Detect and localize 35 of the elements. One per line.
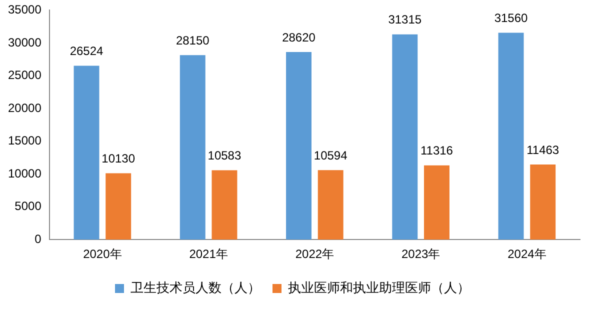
data-label: 31315 (388, 12, 422, 27)
bar (212, 170, 238, 240)
y-tick-label: 5000 (14, 199, 42, 214)
bar (286, 52, 312, 240)
data-label: 28620 (282, 30, 316, 44)
bar (106, 173, 132, 240)
bar (498, 32, 524, 240)
x-tick-label: 2024年 (508, 247, 546, 262)
y-tick-label: 0 (34, 232, 42, 246)
x-tick-label: 2020年 (83, 247, 122, 262)
y-tick-label: 10000 (8, 166, 42, 180)
legend-label: 卫生技术员人数（人） (130, 280, 260, 296)
data-label: 11316 (420, 144, 454, 158)
data-label: 31560 (494, 11, 528, 26)
legend-label: 执业医师和执业助理医师（人） (288, 280, 470, 296)
data-label: 10583 (208, 148, 242, 163)
data-label: 26524 (70, 44, 104, 58)
bar (424, 165, 450, 240)
y-tick-label: 25000 (8, 68, 42, 82)
x-tick-label: 2023年 (401, 247, 440, 262)
y-tick-label: 35000 (8, 2, 42, 17)
data-label: 10594 (314, 148, 348, 162)
bar (74, 66, 100, 240)
data-label: 10130 (102, 152, 136, 166)
x-tick-label: 2022年 (295, 247, 334, 262)
x-tick-label: 2021年 (189, 247, 228, 262)
y-tick-label: 15000 (8, 134, 42, 148)
data-label: 11463 (526, 142, 560, 157)
bar (180, 55, 206, 240)
y-tick-label: 30000 (8, 35, 42, 50)
y-tick-label: 20000 (8, 100, 42, 115)
data-label: 28150 (176, 33, 210, 48)
bar (392, 34, 418, 240)
bar (530, 164, 556, 240)
bar (318, 170, 344, 240)
